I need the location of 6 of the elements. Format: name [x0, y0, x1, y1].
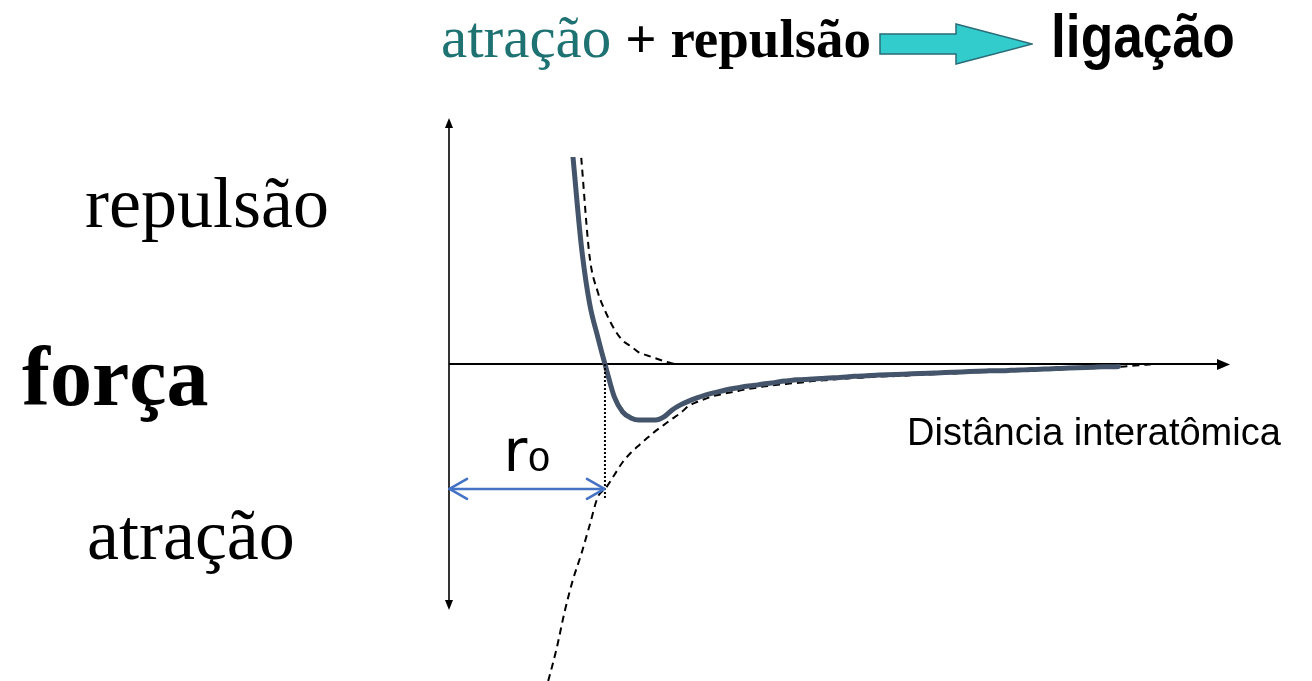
y-axis-title: força: [22, 330, 209, 423]
text: repulsão: [85, 163, 329, 243]
text: atração: [87, 495, 295, 575]
annotation: r₀: [503, 416, 551, 485]
x-axis-title: Distância interatômica: [907, 411, 1281, 453]
chart-title: atração + repulsão ligação: [441, 1, 1235, 70]
